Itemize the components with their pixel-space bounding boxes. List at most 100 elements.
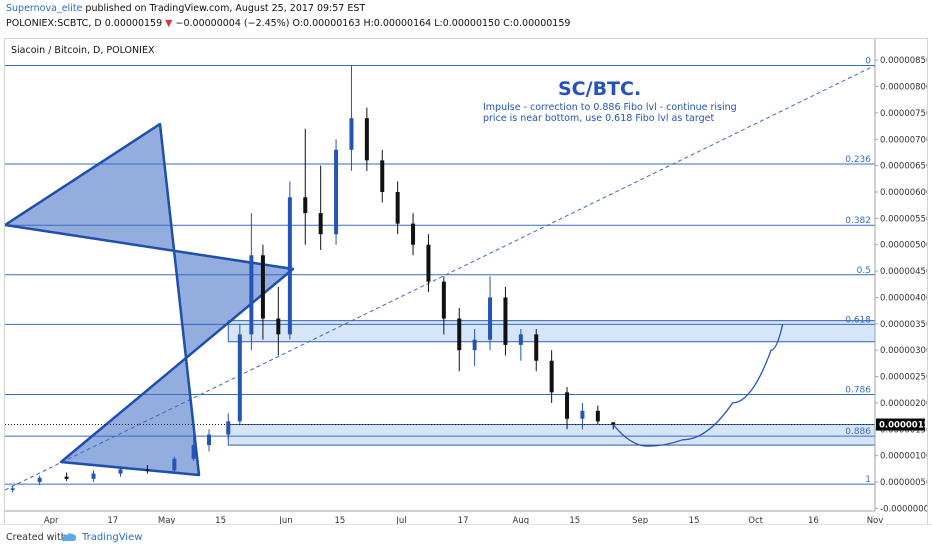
candle-body-8 [207,434,212,446]
y-tick-label-3: 0.00000700 [880,135,927,145]
chart-area[interactable]: 0 0.236 0.382 0.5 0.618 0.786 0.886 1 0.00000850… [4,38,928,526]
candle-body-31 [549,360,554,393]
x-tick-label-5: 15 [334,516,345,525]
candle-body-16 [318,213,323,235]
created-with-text: Created with [6,532,67,543]
symbol-line: POLONIEX:SCBTC, D 0.00000159 ▼ −0.000000… [6,18,570,29]
candle-body-35 [611,422,616,425]
chart-header: Supernova_elite published on TradingView… [0,0,932,40]
y-tick-label-12: 0.00000250 [880,373,927,383]
footer: Created with TradingView [0,524,932,551]
y-tick-label-11: 0.00000300 [880,346,927,356]
candle-body-3 [91,473,96,479]
x-tick-label-14: Nov [867,516,884,525]
y-tick-label-13: 0.00000200 [880,399,927,409]
candle-body-11 [249,255,254,335]
candle-body-14 [287,197,292,335]
candle-body-23 [426,244,431,282]
price-chart[interactable]: 0 0.236 0.382 0.5 0.618 0.786 0.886 1 0.00000850… [5,39,927,525]
candle-body-20 [380,160,385,192]
last-price-label: 0.00000159 [879,421,927,431]
candle-body-4 [118,469,123,474]
x-tick-label-0: Apr [44,516,59,525]
x-tick-label-7: 17 [458,516,469,525]
x-tick-label-4: Jun [278,516,292,525]
x-tick-label-3: 15 [215,516,226,525]
candle-body-22 [411,223,416,245]
candle-body-2 [64,476,69,479]
candle-body-27 [488,297,493,340]
candle-body-33 [580,410,585,419]
candle-body-6 [172,458,177,471]
y-tick-label-9: 0.00000400 [880,293,927,303]
change-value: −0.00000004 (−2.45%) [175,18,290,29]
y-tick-label-5: 0.00000600 [880,188,927,198]
tradingview-brand[interactable]: TradingView [82,532,143,543]
candle-body-10 [237,334,242,422]
y-tick-label-0: 0.00000850 [880,56,927,66]
candle-body-28 [503,297,508,345]
ohlc-values: O:0.00000163 H:0.00000164 L:0.00000150 C… [292,18,571,29]
fibo-label-1: 0.236 [845,155,871,165]
candle-body-25 [457,318,462,351]
author-link[interactable]: Supernova_elite [6,3,83,14]
fibo-label-6: 0.886 [845,427,871,437]
y-tick-label-4: 0.00000650 [880,162,927,172]
candle-body-29 [518,334,523,345]
candle-body-32 [565,392,570,419]
annotation-line-1: price is near bottom, use 0.618 Fibo lvl… [483,113,714,124]
x-tick-label-2: May [158,516,176,525]
y-tick-label-2: 0.00000750 [880,109,927,119]
candle-body-9 [226,421,231,435]
candle-body-0 [10,488,15,490]
y-tick-label-16: 0.00000050 [880,478,927,488]
x-tick-label-8: Aug [513,516,530,525]
candle-body-15 [303,197,308,214]
chart-title: Siacoin / Bitcoin, D, POLONIEX [11,45,155,56]
x-tick-label-10: Sep [632,516,648,525]
last-price-tag [876,418,925,431]
projection-curve [612,324,784,447]
tradingview-logo-icon[interactable] [60,531,78,543]
fibo-zone-0 [227,320,876,343]
down-arrow-icon: ▼ [165,18,173,29]
last-value: 0.00000159 [104,18,163,29]
candle-body-13 [276,318,281,335]
fibo-label-0: 0 [865,56,871,66]
y-tick-label-15: 0.00000100 [880,452,927,462]
y-tick-label-1: 0.00000800 [880,83,927,93]
fibo-label-3: 0.5 [857,266,871,276]
fibo-label-7: 1 [865,475,871,485]
candle-body-24 [441,281,446,319]
annotation-line-0: Impulse - correction to 0.886 Fibo lvl -… [483,102,737,113]
candle-body-34 [595,410,600,422]
fibo-label-4: 0.618 [845,315,871,325]
y-tick-label-7: 0.00000500 [880,241,927,251]
candle-body-21 [395,192,400,224]
fibo-zone-1 [227,424,876,446]
x-tick-label-13: 16 [808,516,819,525]
candle-body-7 [191,445,196,459]
x-tick-label-12: Oct [748,516,763,525]
x-tick-label-6: Jul [395,516,406,525]
candle-body-12 [260,255,265,319]
y-tick-label-6: 0.00000550 [880,214,927,224]
x-tick-label-9: 15 [569,516,580,525]
price-axis-background [875,39,927,525]
candle-body-1 [37,477,42,482]
candle-body-5 [145,469,150,471]
star-drawing [5,122,295,477]
x-tick-label-11: 15 [689,516,700,525]
symbol-name: POLONIEX:SCBTC, D [6,18,102,29]
candle-body-26 [472,339,477,351]
y-tick-label-10: 0.00000350 [880,320,927,330]
fibo-label-5: 0.786 [845,385,871,395]
candle-body-17 [334,149,339,235]
published-text: published on TradingView.com, August 25,… [85,3,366,14]
candle-body-19 [364,118,369,161]
x-tick-label-1: 17 [107,516,118,525]
candle-body-30 [534,334,539,361]
publish-line: Supernova_elite published on TradingView… [6,3,365,14]
candle-body-18 [349,118,354,150]
